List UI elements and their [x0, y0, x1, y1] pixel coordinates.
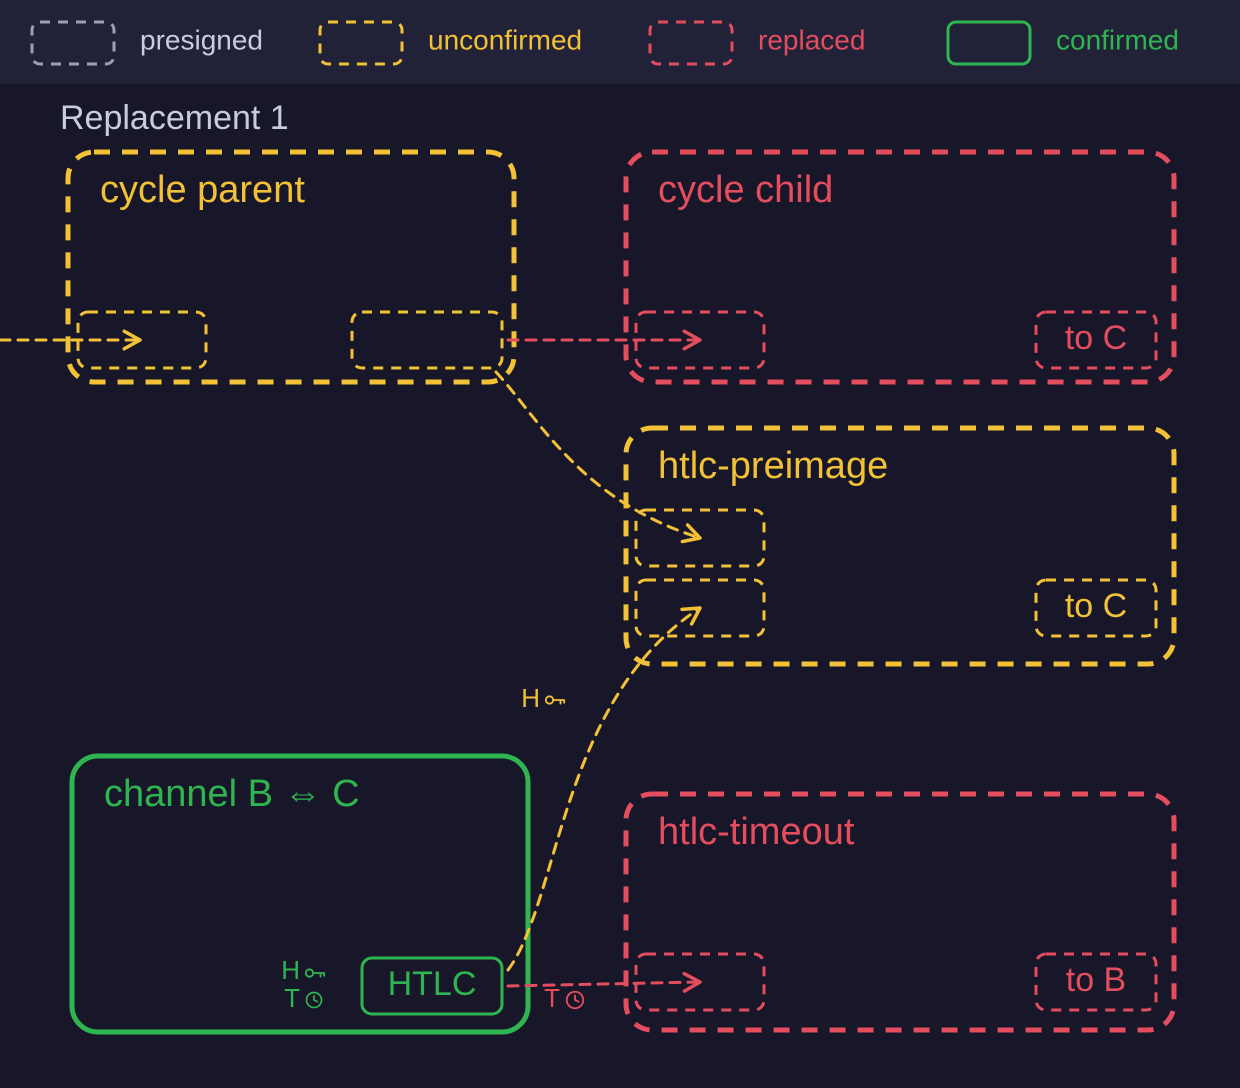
- svg-text:H: H: [281, 955, 300, 985]
- node-label-htlc_preimage: htlc-preimage: [658, 445, 888, 487]
- node-cycle_child-output-0-label: to C: [1065, 319, 1127, 357]
- node-label-cycle_parent: cycle parent: [100, 169, 305, 211]
- legend-label-presigned: presigned: [140, 24, 263, 55]
- node-htlc_timeout-output-0-label: to B: [1066, 961, 1126, 999]
- node-htlc_preimage-output-0-label: to C: [1065, 587, 1127, 625]
- svg-text:T: T: [284, 983, 300, 1013]
- node-channel-output-0-label: HTLC: [388, 965, 477, 1003]
- svg-text:T: T: [544, 983, 560, 1013]
- svg-text:H: H: [521, 683, 540, 713]
- diagram-title: Replacement 1: [60, 99, 289, 137]
- node-label-channel: channel B ⇔ C: [104, 773, 360, 815]
- node-label-htlc_timeout: htlc-timeout: [658, 811, 855, 853]
- legend-label-unconfirmed: unconfirmed: [428, 24, 582, 55]
- node-label-cycle_child: cycle child: [658, 169, 833, 211]
- canvas-bg: [0, 0, 1240, 1088]
- legend-label-replaced: replaced: [758, 24, 865, 55]
- legend-label-confirmed: confirmed: [1056, 24, 1179, 55]
